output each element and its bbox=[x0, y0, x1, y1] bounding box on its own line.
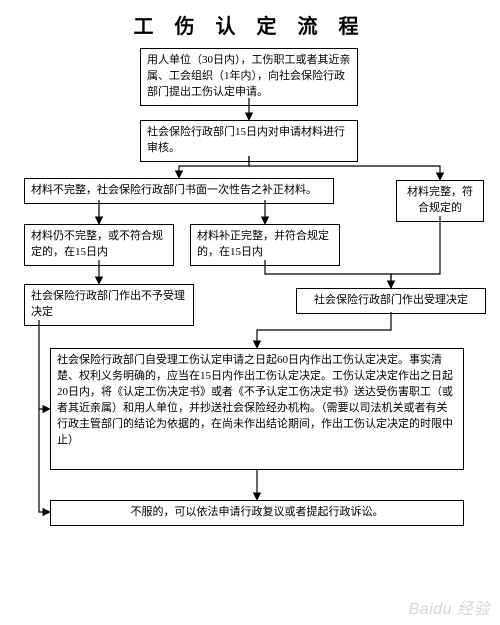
node-incomplete-notice: 材料不完整，社会保险行政部门书面一次性告之补正材料。 bbox=[24, 178, 334, 204]
node-still-incomplete: 材料仍不完整，或不符合规定的，在15日内 bbox=[24, 224, 174, 266]
node-reject: 社会保险行政部门作出不予受理决定 bbox=[24, 284, 194, 326]
watermark: Baidu 经验 bbox=[409, 595, 490, 619]
node-decision: 社会保险行政部门自受理工伤认定申请之日起60日内作出工伤认定决定。事实清楚、权利… bbox=[50, 348, 464, 470]
node-apply: 用人单位（30日内），工伤职工或者其近亲属、工会组织（1年内），向社会保险行政部… bbox=[140, 48, 358, 106]
node-review: 社会保险行政部门15日内对申请材料进行审核。 bbox=[140, 120, 358, 162]
node-corrected: 材料补正完整，并符合规定的，在15日内 bbox=[190, 224, 340, 266]
node-accept: 社会保险行政部门作出受理决定 bbox=[296, 288, 486, 314]
page-title: 工 伤 认 定 流 程 bbox=[0, 0, 500, 45]
node-appeal: 不服的，可以依法申请行政复议或者提起行政诉讼。 bbox=[50, 500, 464, 526]
node-complete: 材料完整，符合规定的 bbox=[396, 180, 484, 222]
